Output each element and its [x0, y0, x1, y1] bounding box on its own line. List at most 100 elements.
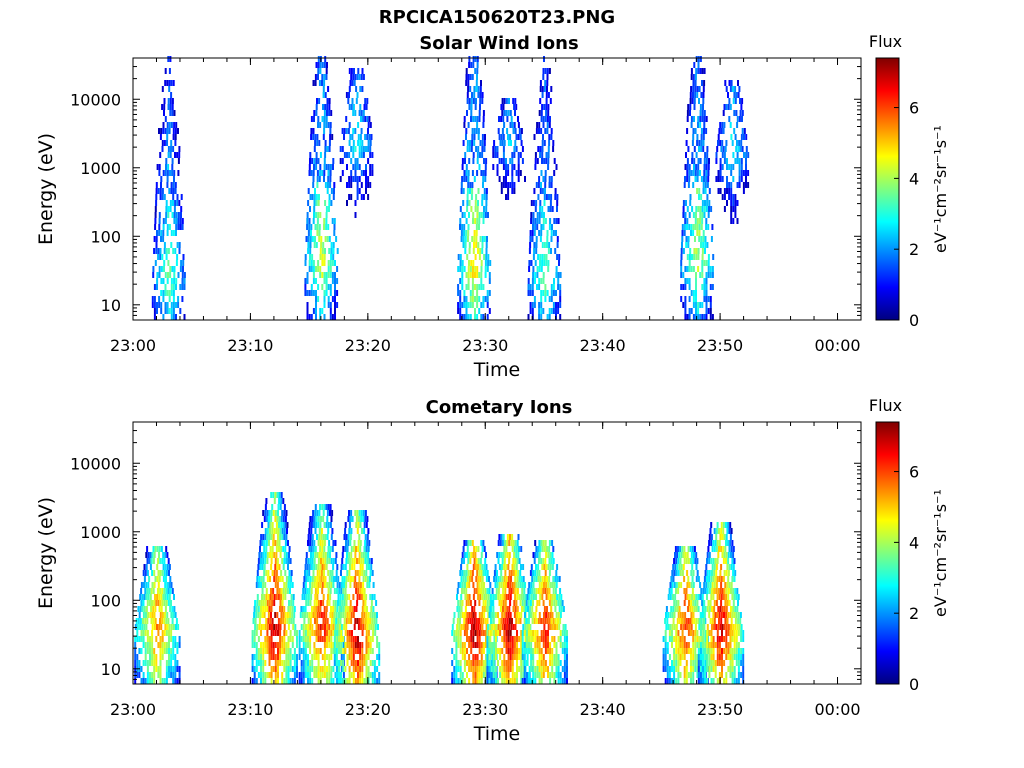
spectrogram-cell: [323, 672, 326, 678]
spectrogram-cell: [253, 672, 256, 678]
spectrogram-cell: [538, 654, 541, 660]
spectrogram-cell: [675, 654, 678, 660]
spectrogram-cell: [168, 648, 170, 654]
spectrogram-cell: [498, 552, 501, 558]
spectrogram-cell: [272, 588, 275, 594]
spectrogram-cell: [170, 654, 173, 660]
spectrogram-cell: [373, 618, 376, 624]
spectrogram-cell: [320, 242, 323, 248]
spectrogram-cell: [536, 630, 539, 636]
spectrogram-cell: [317, 666, 320, 672]
spectrogram-cell: [541, 564, 544, 570]
spectrogram-cell: [467, 86, 470, 92]
spectrogram-cell: [742, 188, 745, 194]
spectrogram-cell: [353, 582, 356, 588]
spectrogram-cell: [330, 248, 333, 254]
spectrogram-cell: [700, 194, 703, 200]
spectrogram-cell: [461, 582, 464, 588]
spectrogram-cell: [326, 600, 329, 606]
spectrogram-cell: [693, 62, 696, 68]
spectrogram-cell: [705, 284, 708, 290]
spectrogram-cell: [471, 134, 474, 140]
spectrogram-cell: [557, 278, 560, 284]
spectrogram-cell: [556, 254, 559, 260]
spectrogram-cell: [270, 588, 272, 594]
spectrogram-cell: [170, 660, 173, 666]
spectrogram-cell: [515, 564, 518, 570]
spectrogram-cell: [468, 98, 471, 104]
spectrogram-cell: [362, 516, 365, 522]
spectrogram-cell: [174, 666, 177, 672]
spectrogram-cell: [164, 218, 167, 224]
spectrogram-cell: [321, 254, 324, 260]
spectrogram-cell: [692, 642, 695, 648]
spectrogram-cell: [281, 510, 284, 516]
spectrogram-cell: [346, 660, 349, 666]
spectrogram-cell: [351, 80, 354, 86]
spectrogram-cell: [500, 618, 503, 624]
spectrogram-cell: [511, 152, 514, 158]
spectrogram-cell: [736, 182, 739, 188]
spectrogram-cell: [486, 266, 489, 272]
spectrogram-cell: [556, 200, 559, 206]
spectrogram-cell: [265, 570, 268, 576]
spectrogram-cell: [174, 128, 177, 134]
spectrogram-cell: [693, 254, 696, 260]
spectrogram-cell: [289, 630, 292, 636]
spectrogram-cell: [274, 516, 277, 522]
spectrogram-cell: [694, 642, 697, 648]
spectrogram-cell: [138, 636, 141, 642]
spectrogram-cell: [172, 296, 175, 302]
spectrogram-cell: [537, 564, 540, 570]
spectrogram-cell: [319, 540, 322, 546]
spectrogram-cell: [488, 576, 490, 582]
spectrogram-cell: [514, 588, 517, 594]
spectrogram-cell: [550, 128, 553, 134]
spectrogram-cell: [321, 170, 324, 176]
spectrogram-cell: [166, 582, 169, 588]
spectrogram-cell: [272, 510, 275, 516]
spectrogram-cell: [317, 564, 320, 570]
spectrogram-cell: [322, 594, 325, 600]
spectrogram-cell: [471, 170, 474, 176]
spectrogram-cell: [720, 618, 723, 624]
spectrogram-cell: [669, 582, 672, 588]
spectrogram-cell: [733, 636, 736, 642]
spectrogram-cell: [501, 576, 504, 582]
spectrogram-cell: [460, 564, 463, 570]
spectrogram-cell: [675, 636, 678, 642]
spectrogram-cell: [278, 564, 281, 570]
spectrogram-cell: [277, 642, 279, 648]
spectrogram-cell: [690, 558, 692, 564]
spectrogram-cell: [679, 654, 682, 660]
spectrogram-cell: [741, 116, 743, 122]
spectrogram-cell: [343, 134, 345, 140]
spectrogram-cell: [716, 636, 719, 642]
spectrogram-cell: [335, 678, 338, 684]
spectrogram-cell: [154, 594, 156, 600]
cometary-burst: [298, 504, 345, 684]
spectrogram-cell: [471, 272, 474, 278]
spectrogram-cell: [296, 636, 298, 642]
spectrogram-cell: [356, 188, 359, 194]
spectrogram-cell: [157, 588, 159, 594]
spectrogram-cell: [304, 564, 307, 570]
spectrogram-cell: [690, 170, 693, 176]
spectrogram-cell: [486, 314, 489, 320]
spectrogram-cell: [315, 278, 317, 284]
spectrogram-cell: [341, 576, 344, 582]
spectrogram-cell: [505, 170, 507, 176]
spectrogram-cell: [467, 600, 470, 606]
spectrogram-cell: [465, 284, 468, 290]
spectrogram-cell: [688, 296, 691, 302]
spectrogram-cell: [486, 236, 488, 242]
spectrogram-cell: [698, 642, 701, 648]
spectrogram-cell: [349, 516, 352, 522]
spectrogram-cell: [707, 254, 710, 260]
spectrogram-cell: [480, 570, 483, 576]
spectrogram-cell: [536, 212, 539, 218]
spectrogram-cell: [511, 158, 514, 164]
spectrogram-cell: [504, 570, 507, 576]
spectrogram-cell: [362, 510, 365, 516]
spectrogram-cell: [363, 546, 366, 552]
